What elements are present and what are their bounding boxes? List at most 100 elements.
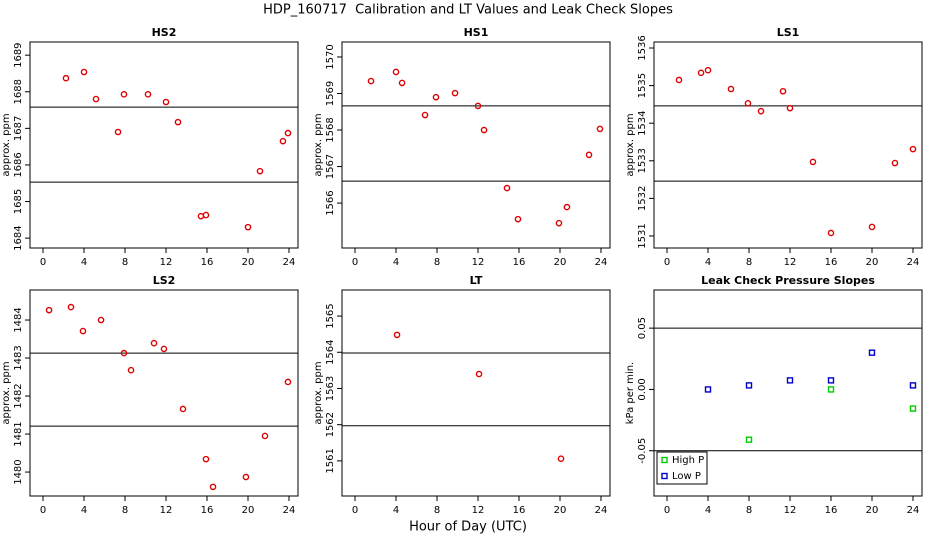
point [744, 99, 752, 107]
x-tick-label: 20 [554, 257, 567, 268]
point [97, 316, 105, 324]
y-tick-label: 1684 [13, 225, 24, 250]
x-tick-label: 20 [242, 505, 255, 516]
point [367, 77, 375, 85]
point [80, 68, 88, 76]
point [451, 89, 459, 97]
point [127, 366, 135, 374]
y-tick-label: 1481 [13, 421, 24, 446]
point [209, 483, 217, 491]
plot-frame [341, 41, 611, 249]
y-axis-label: approx. ppm [625, 113, 636, 176]
x-tick-label: 0 [352, 257, 358, 268]
point [62, 74, 70, 82]
point [114, 128, 122, 136]
x-tick-label: 8 [122, 257, 128, 268]
y-tick-label: 1570 [325, 44, 336, 69]
x-tick-label: 0 [40, 257, 46, 268]
point [675, 76, 683, 84]
x-tick-label: 4 [81, 505, 87, 516]
y-tick-label: 1535 [637, 73, 648, 98]
point [809, 158, 817, 166]
point [596, 125, 604, 133]
x-tick-label: 20 [866, 505, 879, 516]
legend-label: High P [672, 455, 704, 466]
legend-marker [661, 472, 668, 480]
x-tick-label: 4 [393, 257, 399, 268]
x-tick-label: 0 [40, 505, 46, 516]
x-tick-label: 0 [352, 505, 358, 516]
point [120, 91, 128, 98]
y-tick-label: 1480 [13, 459, 24, 484]
y-axis-label: approx. ppm [1, 361, 12, 424]
point [786, 104, 794, 112]
point [827, 377, 835, 384]
point [150, 339, 158, 347]
plot-frame [29, 289, 299, 497]
panel-title: HS1 [464, 26, 489, 39]
x-tick-label: 12 [784, 257, 797, 268]
y-tick-label: 0.05 [637, 317, 648, 339]
x-tick-label: 24 [283, 257, 296, 268]
point [563, 203, 571, 211]
y-axis-label: approx. ppm [1, 113, 12, 176]
point [284, 378, 292, 386]
y-tick-label: 1569 [325, 81, 336, 106]
x-tick-label: 4 [81, 257, 87, 268]
point [398, 79, 406, 87]
y-tick-label: 1484 [13, 307, 24, 332]
point [45, 306, 53, 314]
point [557, 455, 565, 463]
point [704, 66, 712, 74]
x-tick-label: 20 [866, 257, 879, 268]
x-tick-label: 16 [201, 257, 214, 268]
x-tick-label: 16 [825, 257, 838, 268]
x-tick-label: 24 [907, 505, 920, 516]
point [160, 345, 168, 353]
y-axis-label: kPa per min. [625, 362, 636, 425]
x-tick-label: 8 [434, 257, 440, 268]
point [393, 331, 401, 339]
y-tick-label: 1687 [13, 116, 24, 141]
y-axis-label: approx. ppm [313, 361, 324, 424]
panel-title: LS1 [777, 26, 800, 39]
point [120, 349, 128, 357]
point [79, 327, 87, 335]
point [909, 145, 917, 153]
panel-title: Leak Check Pressure Slopes [701, 274, 875, 287]
x-tick-label: 8 [746, 505, 752, 516]
x-tick-label: 0 [664, 505, 670, 516]
y-tick-label: 1563 [325, 376, 336, 401]
point [745, 382, 753, 389]
x-tick-label: 12 [160, 505, 173, 516]
x-tick-label: 4 [705, 505, 711, 516]
point [480, 126, 488, 134]
legend-marker [661, 456, 668, 464]
y-tick-label: 1686 [13, 152, 24, 177]
y-tick-label: -0.05 [637, 438, 648, 464]
y-tick-label: 0.00 [637, 378, 648, 400]
x-tick-label: 0 [664, 257, 670, 268]
point [868, 223, 876, 231]
point [891, 159, 899, 167]
y-tick-label: 1567 [325, 154, 336, 179]
point [827, 229, 835, 237]
point [92, 95, 100, 103]
legend-label: Low P [672, 471, 701, 482]
point [162, 98, 170, 106]
point [727, 85, 735, 93]
x-tick-label: 20 [242, 257, 255, 268]
x-tick-label: 4 [393, 505, 399, 516]
x-tick-label: 16 [825, 505, 838, 516]
point [827, 386, 835, 393]
x-tick-label: 12 [160, 257, 173, 268]
plot-frame [653, 41, 923, 249]
x-tick-label: 16 [513, 257, 526, 268]
point [174, 118, 182, 126]
point [261, 432, 269, 440]
x-tick-label: 24 [595, 505, 608, 516]
y-tick-label: 1536 [637, 35, 648, 60]
point [392, 68, 400, 76]
